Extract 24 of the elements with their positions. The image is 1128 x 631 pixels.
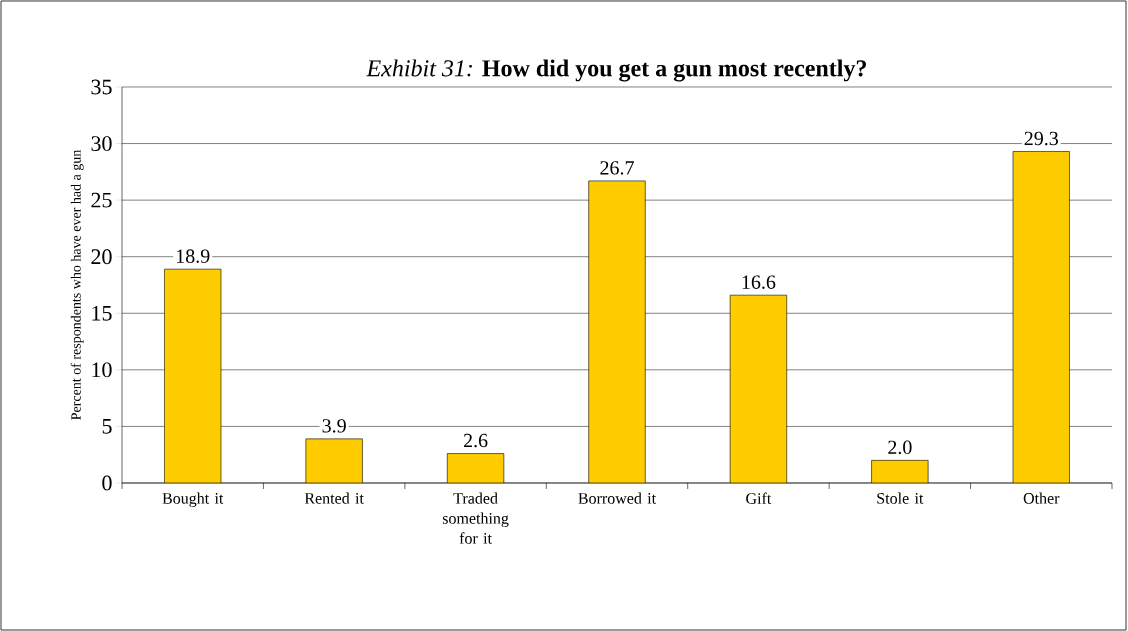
data-label: 18.9	[176, 249, 210, 263]
y-axis-title: Percent of respondents who have ever had a gun	[70, 149, 84, 420]
x-tick-label: Other	[1023, 492, 1060, 504]
data-label: 29.3	[1024, 131, 1058, 146]
data-label: 16.6	[742, 275, 776, 289]
y-tick-label: 10	[92, 362, 112, 378]
chart-title: Exhibit 31: How did you get a gun most recently?	[366, 59, 866, 82]
y-tick-label: 30	[91, 136, 112, 151]
x-tick-label: Rented it	[304, 492, 364, 504]
data-label: 2.0	[888, 440, 912, 455]
x-tick-label: Stole it	[877, 492, 924, 504]
x-tick-label: Gift	[746, 492, 772, 504]
x-tick-label: Bought it	[162, 492, 224, 508]
data-label: 26.7	[600, 161, 634, 175]
y-tick-label: 35	[91, 79, 112, 95]
y-tick-label: 0	[102, 475, 112, 491]
y-tick-label: 15	[92, 305, 112, 321]
y-tick-label: 25	[91, 192, 112, 208]
y-tick-label: 5	[102, 419, 112, 434]
data-label: 2.6	[463, 433, 488, 448]
x-tick-label: Borrowed it	[578, 492, 656, 504]
y-tick-label: 20	[91, 249, 112, 265]
x-tick-label: Traded something for it	[442, 492, 509, 544]
data-label: 3.9	[322, 419, 346, 433]
